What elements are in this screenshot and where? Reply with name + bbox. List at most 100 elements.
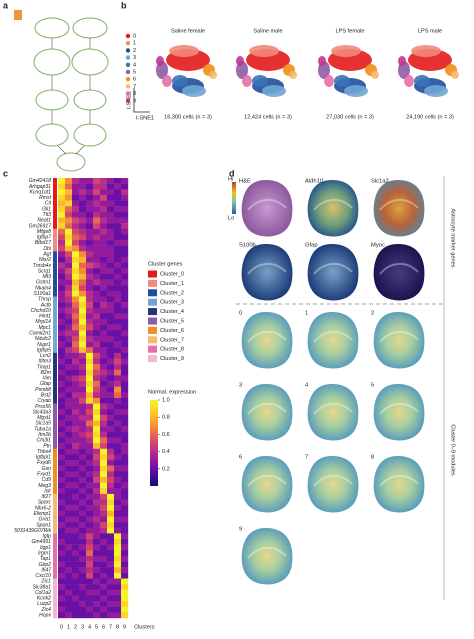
gene-label: Nupr1 xyxy=(37,342,51,348)
heatmap-cell xyxy=(58,319,66,325)
heatmap-cell xyxy=(79,392,87,399)
heatmap-cell xyxy=(121,381,129,387)
heatmap-cell xyxy=(65,460,73,466)
heatmap-cell xyxy=(100,431,108,438)
heatmap-cell xyxy=(58,296,66,303)
gene-label: Btbd17 xyxy=(35,240,51,246)
heatmap-cell xyxy=(114,268,122,275)
gene-label: Slc38a1 xyxy=(33,584,52,590)
heatmap-cell xyxy=(72,341,80,348)
tissue-layer xyxy=(247,263,287,275)
heatmap-cell xyxy=(79,488,87,495)
heatmap-cell xyxy=(79,482,87,489)
heatmap-cell xyxy=(100,268,108,275)
heatmap-cell xyxy=(72,499,80,506)
heatmap-cell xyxy=(86,335,94,342)
heatmap-cell xyxy=(58,431,66,438)
heatmap-cell xyxy=(65,364,73,370)
heatmap-cell xyxy=(72,482,80,489)
heatmap-cell xyxy=(100,189,108,196)
heatmap-cell xyxy=(93,465,101,472)
heatmap-cell xyxy=(93,572,101,579)
section-label: Astrocyte marker genes xyxy=(450,208,456,267)
heatmap-cell xyxy=(121,335,129,342)
heatmap-cell xyxy=(114,612,122,619)
heatmap-cell xyxy=(107,578,115,585)
heatmap-cell xyxy=(107,403,115,410)
heatmap-cell xyxy=(100,375,108,382)
heatmap-cell xyxy=(58,578,66,585)
heatmap-cell xyxy=(58,471,66,478)
heatmap-cell xyxy=(86,228,94,235)
heatmap-cell xyxy=(58,550,66,557)
heatmap-cell xyxy=(79,341,87,348)
heatmap-cell xyxy=(86,471,94,478)
heatmap-cell xyxy=(93,330,101,337)
heatmap-cell xyxy=(72,381,80,387)
colorbar-title: Normal. expression xyxy=(148,389,196,395)
heatmap-cell xyxy=(72,335,80,342)
heatmap-cell xyxy=(93,296,101,303)
heatmap-cell xyxy=(65,539,73,545)
heatmap-cell xyxy=(121,516,129,523)
plot-title: Saline female xyxy=(171,28,205,34)
heatmap-cell xyxy=(86,262,94,269)
cluster-region xyxy=(252,75,268,87)
cluster-strip xyxy=(53,290,57,297)
heatmap-cell xyxy=(93,601,101,607)
heatmap-cell xyxy=(114,369,122,376)
heatmap-cell xyxy=(114,290,122,297)
heatmap-cell xyxy=(72,527,80,534)
heatmap-cell xyxy=(72,403,80,410)
heatmap-cell xyxy=(114,448,122,455)
axis-label: t-SNE1 xyxy=(136,115,154,121)
heatmap-cell xyxy=(114,465,122,472)
heatmap-cell xyxy=(107,200,115,207)
heatmap-cell xyxy=(86,386,94,393)
heatmap-cell xyxy=(100,414,108,421)
gene-label: Chi3l1 xyxy=(37,438,52,444)
heatmap-cell xyxy=(93,584,101,590)
heatmap-cell xyxy=(86,189,94,196)
cluster-strip xyxy=(53,183,57,190)
x-tick-label: 1 xyxy=(67,624,70,630)
heatmap-cell xyxy=(58,420,66,427)
heatmap-cell xyxy=(65,313,73,320)
heatmap-cell xyxy=(65,302,73,308)
heatmap-cell xyxy=(86,285,94,292)
heatmap-cell xyxy=(79,550,87,557)
heatmap-cell xyxy=(114,364,122,370)
arrows xyxy=(51,38,91,155)
heatmap-cell xyxy=(86,589,94,596)
step xyxy=(34,17,70,39)
tissue-layer xyxy=(379,263,419,275)
legend-label: Cluster_0 xyxy=(160,271,184,277)
heatmap-cell xyxy=(58,223,66,229)
heatmap-cell xyxy=(121,460,129,466)
cluster-strip xyxy=(53,381,57,387)
heatmap-cell xyxy=(65,369,73,376)
gene-label: Arhgap31 xyxy=(28,184,51,190)
heatmap-cell xyxy=(58,234,66,241)
heatmap-cell xyxy=(114,245,122,252)
heatmap-cell xyxy=(114,386,122,393)
heatmap-cell xyxy=(100,302,108,308)
heatmap-cell xyxy=(58,409,66,416)
heatmap-cell xyxy=(100,279,108,286)
cluster-strip xyxy=(53,448,57,455)
heatmap-cell xyxy=(114,341,122,348)
workflow xyxy=(14,10,109,172)
heatmap-cell xyxy=(107,319,115,325)
heatmap-cell xyxy=(100,584,108,590)
heatmap-cell xyxy=(107,330,115,337)
heatmap-cell xyxy=(107,296,115,303)
heatmap-cell xyxy=(100,460,108,466)
heatmap-cell xyxy=(72,223,80,229)
legend-label: 8 xyxy=(133,91,136,97)
heatmap-cell xyxy=(79,223,87,229)
heatmap-cell xyxy=(100,234,108,241)
heatmap-cell xyxy=(93,499,101,506)
heatmap-cell xyxy=(114,595,122,602)
heatmap-cell xyxy=(86,240,94,246)
